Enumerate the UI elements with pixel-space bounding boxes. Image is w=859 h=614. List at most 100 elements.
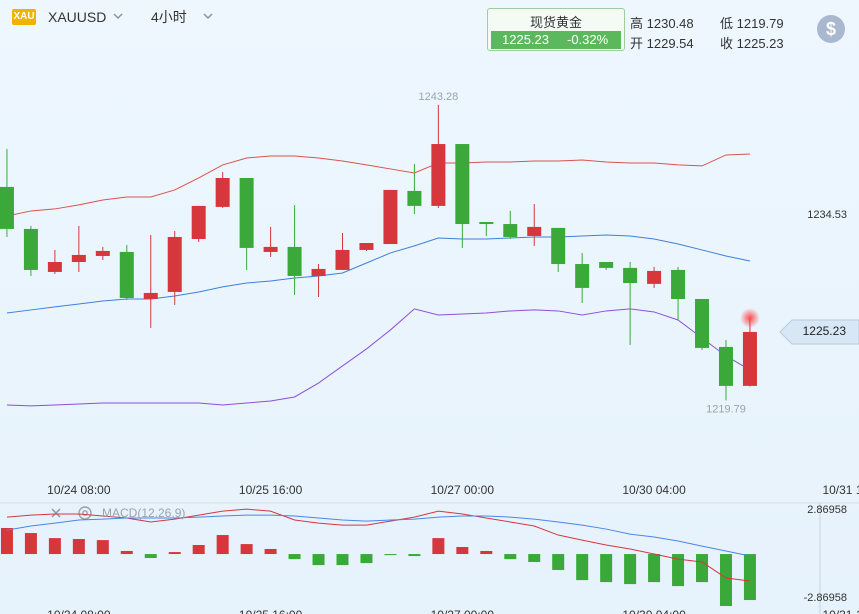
macd-bar — [72, 539, 85, 555]
band-line — [6, 234, 751, 314]
macd-bar — [384, 554, 397, 556]
macd-bar — [719, 554, 732, 607]
y-tick-label: 1234.53 — [807, 209, 847, 221]
macd-bar — [696, 554, 709, 583]
candle-body — [359, 243, 374, 250]
x-tick-label: 10/25 16:00 — [239, 608, 303, 614]
macd-bar — [456, 546, 469, 555]
macd-bar — [48, 538, 61, 555]
macd-bar — [288, 554, 301, 560]
macd-bar — [24, 533, 37, 555]
candle-body — [143, 292, 158, 299]
candle-body — [647, 270, 662, 284]
candle-body — [407, 190, 422, 206]
macd-bar — [648, 554, 661, 583]
band-line — [6, 153, 750, 217]
x-tick-label: 10/24 08:00 — [47, 483, 111, 497]
macd-bar — [360, 554, 373, 564]
macd-bar — [672, 554, 685, 587]
quote-price: 1225.23 — [502, 32, 549, 47]
candle-body — [599, 262, 614, 268]
candle-body — [47, 262, 62, 272]
candle-body — [239, 177, 254, 248]
quote-price-box: 1225.23 -0.32% — [491, 31, 621, 49]
candle-body — [383, 189, 398, 245]
last-candle-glow — [739, 307, 760, 328]
x-tick-label: 10/25 16:00 — [239, 483, 303, 497]
candle-body — [623, 267, 638, 284]
candle-body — [0, 186, 14, 229]
quote-open: 开 1229.54 — [630, 33, 694, 52]
y-tick-label: 2.86958 — [807, 504, 847, 516]
macd-bar — [743, 554, 756, 601]
quote-close: 收 1225.23 — [720, 33, 784, 52]
quote-low: 低 1219.79 — [720, 13, 784, 32]
macd-bar — [432, 538, 445, 555]
value: 1229.54 — [646, 36, 694, 51]
dif-line — [6, 508, 751, 582]
candle-body — [119, 251, 134, 298]
interval-dropdown-icon[interactable] — [203, 13, 213, 20]
macd-bar — [408, 554, 421, 557]
macd-bar — [0, 527, 13, 555]
macd-bar — [144, 554, 157, 559]
x-tick-label: 10/31 12 — [822, 483, 859, 497]
macd-bar — [264, 548, 277, 555]
label: 高 — [630, 16, 644, 31]
candle-body — [718, 346, 733, 386]
macd-bar — [480, 550, 493, 555]
candle-body — [191, 205, 206, 239]
close-icon[interactable] — [51, 508, 61, 518]
quote-change: -0.32% — [567, 32, 609, 47]
y-tick-label: -2.86958 — [804, 592, 847, 604]
price-tag-label: 1225.23 — [803, 324, 847, 338]
macd-bar — [216, 535, 229, 555]
candle-body — [575, 264, 590, 288]
symbol-badge: XAU — [12, 9, 36, 25]
quote-box: 现货黄金 1225.23 -0.32% — [487, 8, 625, 51]
candle-body — [695, 298, 710, 348]
candle-body — [71, 254, 86, 263]
macd-bar — [168, 552, 181, 555]
value: 1225.23 — [736, 36, 784, 51]
macd-bar — [504, 554, 517, 560]
candle-body — [215, 177, 230, 207]
quote-high: 高 1230.48 — [630, 13, 694, 32]
value: 1230.48 — [646, 16, 694, 31]
macd-bar — [120, 550, 133, 555]
label: 收 — [720, 36, 734, 51]
max-annotation: 1243.28 — [418, 91, 458, 103]
settings-icon[interactable] — [78, 506, 92, 520]
x-tick-label: 10/30 04:00 — [622, 608, 686, 614]
x-tick-label: 10/24 08:00 — [47, 608, 111, 614]
symbol-dropdown-icon[interactable] — [113, 13, 123, 20]
macd-bar — [552, 554, 565, 570]
min-annotation: 1219.79 — [706, 403, 746, 415]
band-line — [6, 308, 751, 407]
candle-body — [742, 331, 757, 386]
indicator-label: MACD(12,26,9) — [102, 506, 186, 520]
dea-line — [6, 514, 751, 557]
interval[interactable]: 4小时 — [151, 9, 187, 25]
quote-name: 现货黄金 — [529, 15, 582, 30]
value: 1219.79 — [736, 16, 784, 31]
x-tick-label: 10/30 04:00 — [622, 483, 686, 497]
candle-body — [479, 222, 494, 225]
macd-bar — [600, 554, 613, 583]
label: 开 — [630, 36, 644, 51]
candle-body — [551, 227, 566, 265]
candle-body — [311, 268, 326, 276]
macd-bar — [528, 554, 541, 563]
macd-bar — [624, 554, 637, 585]
candle-body — [167, 236, 182, 292]
candle-body — [23, 228, 38, 270]
candle-body — [95, 250, 110, 256]
candle-body — [455, 144, 470, 225]
symbol[interactable]: XAUUSD — [48, 9, 107, 25]
candle-body — [527, 226, 542, 236]
currency-button[interactable]: $ — [817, 15, 845, 43]
x-tick-label: 10/27 00:00 — [431, 483, 495, 497]
x-tick-label: 10/27 00:00 — [431, 608, 495, 614]
